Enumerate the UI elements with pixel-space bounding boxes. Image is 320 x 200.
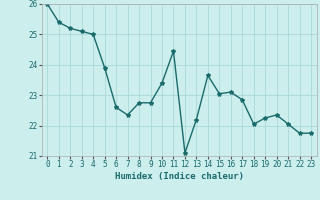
X-axis label: Humidex (Indice chaleur): Humidex (Indice chaleur) [115,172,244,181]
